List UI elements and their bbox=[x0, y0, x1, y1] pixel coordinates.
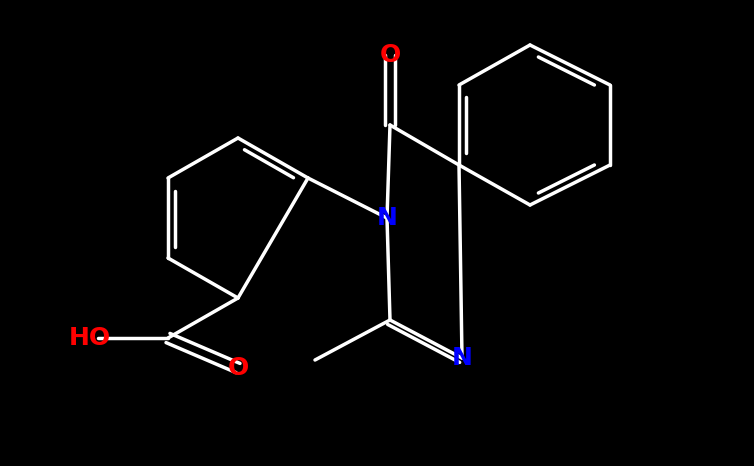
Text: O: O bbox=[379, 43, 400, 67]
Text: N: N bbox=[376, 206, 397, 230]
Text: N: N bbox=[452, 346, 473, 370]
Text: HO: HO bbox=[69, 326, 111, 350]
Text: O: O bbox=[228, 356, 249, 380]
